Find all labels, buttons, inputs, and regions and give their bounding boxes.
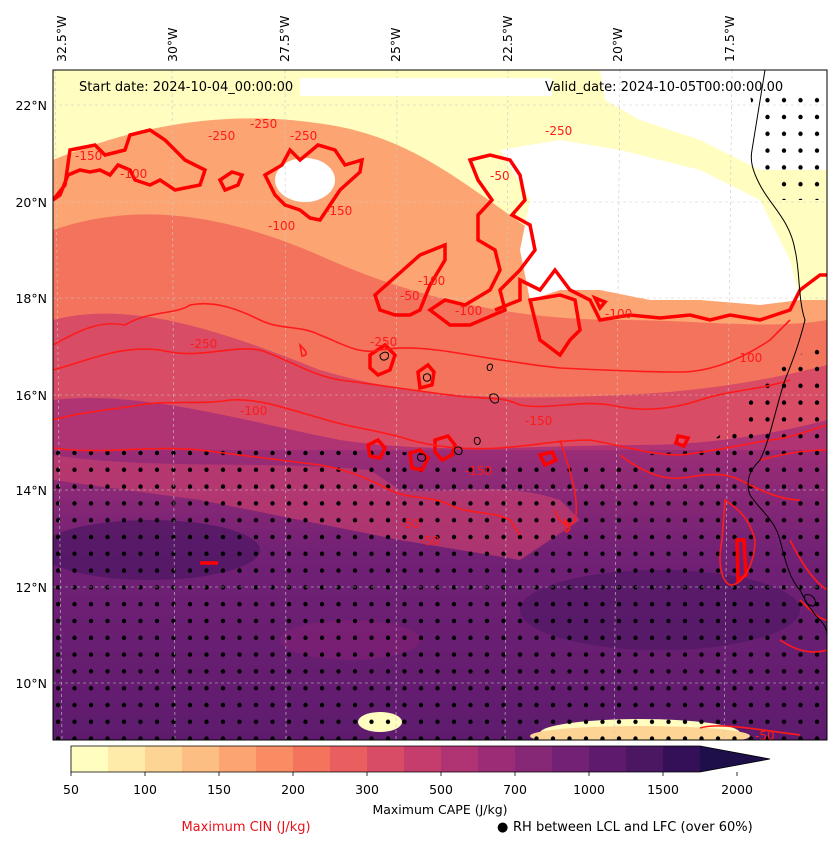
colorbar-segment (626, 746, 664, 772)
cin-contour-label: -100 (455, 304, 482, 318)
cin-contour-label: -150 (75, 149, 102, 163)
colorbar-outline (70, 745, 771, 773)
colorbar-tick-labels: 50 100 150 200 300 500 700 1000 1500 200… (63, 782, 753, 797)
colorbar-tick-label: 200 (281, 782, 305, 797)
lon-label: 20°W (610, 27, 625, 62)
lon-label: 30°W (165, 27, 180, 62)
rh-legend-label: RH between LCL and LFC (over 60%) (513, 820, 753, 835)
colorbar-segment (71, 746, 109, 772)
lon-label: 27.5°W (277, 16, 292, 62)
colorbar-tick-label: 100 (133, 782, 157, 797)
longitude-labels: 32.5°W 30°W 27.5°W 25°W 22.5°W 20°W 17.5… (54, 16, 737, 62)
colorbar-segment (589, 746, 627, 772)
latitude-labels: 22°N 20°N 18°N 16°N 14°N 12°N 10°N (15, 98, 47, 691)
colorbar-segment (441, 746, 479, 772)
cin-contour-label: -250 (208, 129, 235, 143)
cin-contour-label: -250 (370, 335, 397, 349)
colorbar-segment (367, 746, 405, 772)
cin-contour-label: -100 (268, 219, 295, 233)
cin-contour-label: -150 (465, 464, 492, 478)
lat-label: 14°N (15, 483, 47, 498)
cin-contour-label: -250 (250, 117, 277, 131)
colorbar-segment (219, 746, 257, 772)
colorbar-segment (145, 746, 183, 772)
colorbar-tick-label: 500 (429, 782, 453, 797)
cin-contour-label: -50 (420, 534, 440, 548)
lat-label: 18°N (15, 291, 47, 306)
cin-contour-label: -250 (290, 129, 317, 143)
lat-label: 10°N (15, 676, 47, 691)
colorbar-segment (404, 746, 442, 772)
colorbar-title: Maximum CAPE (J/kg) (372, 802, 507, 817)
colorbar-segment (256, 746, 294, 772)
lat-label: 22°N (15, 98, 47, 113)
colorbar-tick-label: 2000 (721, 782, 753, 797)
cin-contour-label: -50 (490, 169, 510, 183)
cin-contour-label: -50 (400, 517, 420, 531)
map-frame (52, 69, 828, 741)
lon-label: 17.5°W (722, 16, 737, 62)
colorbar-segment (108, 746, 146, 772)
cin-legend-label: Maximum CIN (J/kg) (181, 820, 310, 835)
cape-colorbar (70, 745, 771, 776)
map-panel: -150 -250 -250 -100 -250 -100 -150 -100 … (53, 70, 827, 743)
lon-label: 25°W (388, 27, 403, 62)
cin-contour-label: -100 (735, 351, 762, 365)
cin-contour-label: -250 (545, 124, 572, 138)
cin-contour-label: -100 (120, 167, 147, 181)
colorbar-segment (663, 746, 701, 772)
cin-contour-label: -150 (325, 204, 352, 218)
cin-contour-label: -100 (605, 307, 632, 321)
start-date-label: Start date: 2024-10-04_00:00:00 (79, 80, 293, 95)
lat-label: 20°N (15, 195, 47, 210)
lat-label: 12°N (15, 580, 47, 595)
colorbar-tick-label: 1500 (647, 782, 679, 797)
cin-contour-label: -150 (525, 414, 552, 428)
cin-contour-label: -100 (240, 404, 267, 418)
lon-label: 22.5°W (500, 16, 515, 62)
colorbar-tick-label: 300 (355, 782, 379, 797)
colorbar-extend-arrow (700, 746, 770, 772)
valid-date-label: Valid_date: 2024-10-05T00:00:00.00 (545, 80, 783, 95)
colorbar-segment (515, 746, 553, 772)
colorbar-tick-label: 1000 (573, 782, 605, 797)
colorbar-segment (552, 746, 590, 772)
cin-contour-label: -100 (418, 274, 445, 288)
colorbar-tick-label: 50 (63, 782, 79, 797)
lon-label: 32.5°W (54, 16, 69, 62)
colorbar-segment (293, 746, 331, 772)
cin-contour-label: -250 (190, 337, 217, 351)
cin-contour-label: -50 (400, 289, 420, 303)
colorbar-segment (182, 746, 220, 772)
colorbar-tick-label: 700 (503, 782, 527, 797)
cin-contour-label: -50 (755, 729, 775, 743)
colorbar-tick-label: 150 (207, 782, 231, 797)
colorbar-segment (478, 746, 516, 772)
lat-label: 16°N (15, 388, 47, 403)
colorbar-segment (330, 746, 368, 772)
rh-legend-marker: ● (497, 820, 508, 835)
